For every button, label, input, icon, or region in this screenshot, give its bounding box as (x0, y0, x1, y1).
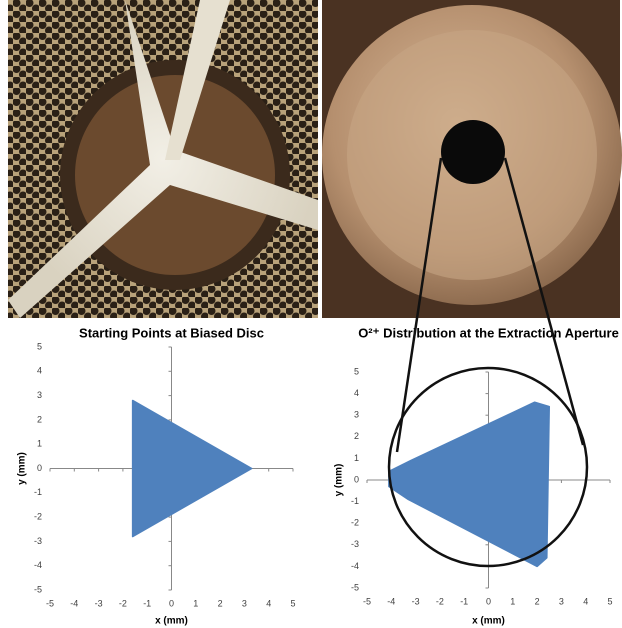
y-tick-label: 1 (354, 453, 359, 463)
x-tick-label: 3 (559, 596, 564, 606)
photo-biased-disc (8, 0, 318, 318)
x-tick-label: -3 (412, 596, 420, 606)
x-tick-label: 5 (290, 598, 295, 608)
chart-title: O²⁺ Distribution at the Extraction Apert… (358, 325, 619, 340)
y-tick-label: 0 (37, 463, 42, 473)
y-tick-label: 2 (354, 431, 359, 441)
x-tick-label: -1 (460, 596, 468, 606)
y-tick-label: 4 (354, 388, 359, 398)
y-tick-label: 5 (37, 341, 42, 351)
x-axis-title: x (mm) (155, 616, 188, 627)
y-tick-label: -5 (351, 582, 359, 592)
x-axis-title: x (mm) (472, 616, 505, 627)
y-tick-label: -1 (34, 487, 42, 497)
x-tick-label: -1 (143, 598, 151, 608)
y-tick-label: -3 (34, 536, 42, 546)
y-tick-label: -4 (34, 560, 42, 570)
x-tick-label: 1 (193, 598, 198, 608)
y-tick-label: -1 (351, 496, 359, 506)
photo-extraction-aperture (322, 0, 622, 318)
y-tick-label: 3 (37, 390, 42, 400)
x-tick-label: 0 (486, 596, 491, 606)
chart-title: Starting Points at Biased Disc (79, 325, 264, 340)
y-tick-label: 4 (37, 366, 42, 376)
y-tick-label: -5 (34, 584, 42, 594)
x-tick-label: 5 (607, 596, 612, 606)
x-tick-label: -4 (387, 596, 395, 606)
y-tick-label: 5 (354, 366, 359, 376)
y-tick-label: -3 (351, 539, 359, 549)
figure: Starting Points at Biased Disc x (mm) y (m… (0, 0, 622, 628)
y-tick-label: 2 (37, 414, 42, 424)
x-tick-label: 4 (266, 598, 271, 608)
point-cloud (133, 400, 252, 536)
y-tick-label: 0 (354, 474, 359, 484)
x-tick-label: 2 (218, 598, 223, 608)
y-tick-label: 1 (37, 439, 42, 449)
x-tick-label: -5 (46, 598, 54, 608)
x-tick-label: -5 (363, 596, 371, 606)
point-cloud (389, 402, 549, 566)
x-tick-label: 0 (169, 598, 174, 608)
y-axis-title: y (mm) (17, 452, 28, 485)
x-tick-label: 1 (510, 596, 515, 606)
y-tick-label: 3 (354, 410, 359, 420)
x-tick-label: -4 (70, 598, 78, 608)
y-tick-label: -4 (351, 561, 359, 571)
y-tick-label: -2 (351, 518, 359, 528)
x-tick-label: -2 (119, 598, 127, 608)
x-tick-label: -3 (95, 598, 103, 608)
y-tick-label: -2 (34, 511, 42, 521)
x-tick-label: -2 (436, 596, 444, 606)
x-tick-label: 2 (535, 596, 540, 606)
x-tick-label: 3 (242, 598, 247, 608)
y-axis-title: y (mm) (334, 464, 345, 497)
x-tick-label: 4 (583, 596, 588, 606)
